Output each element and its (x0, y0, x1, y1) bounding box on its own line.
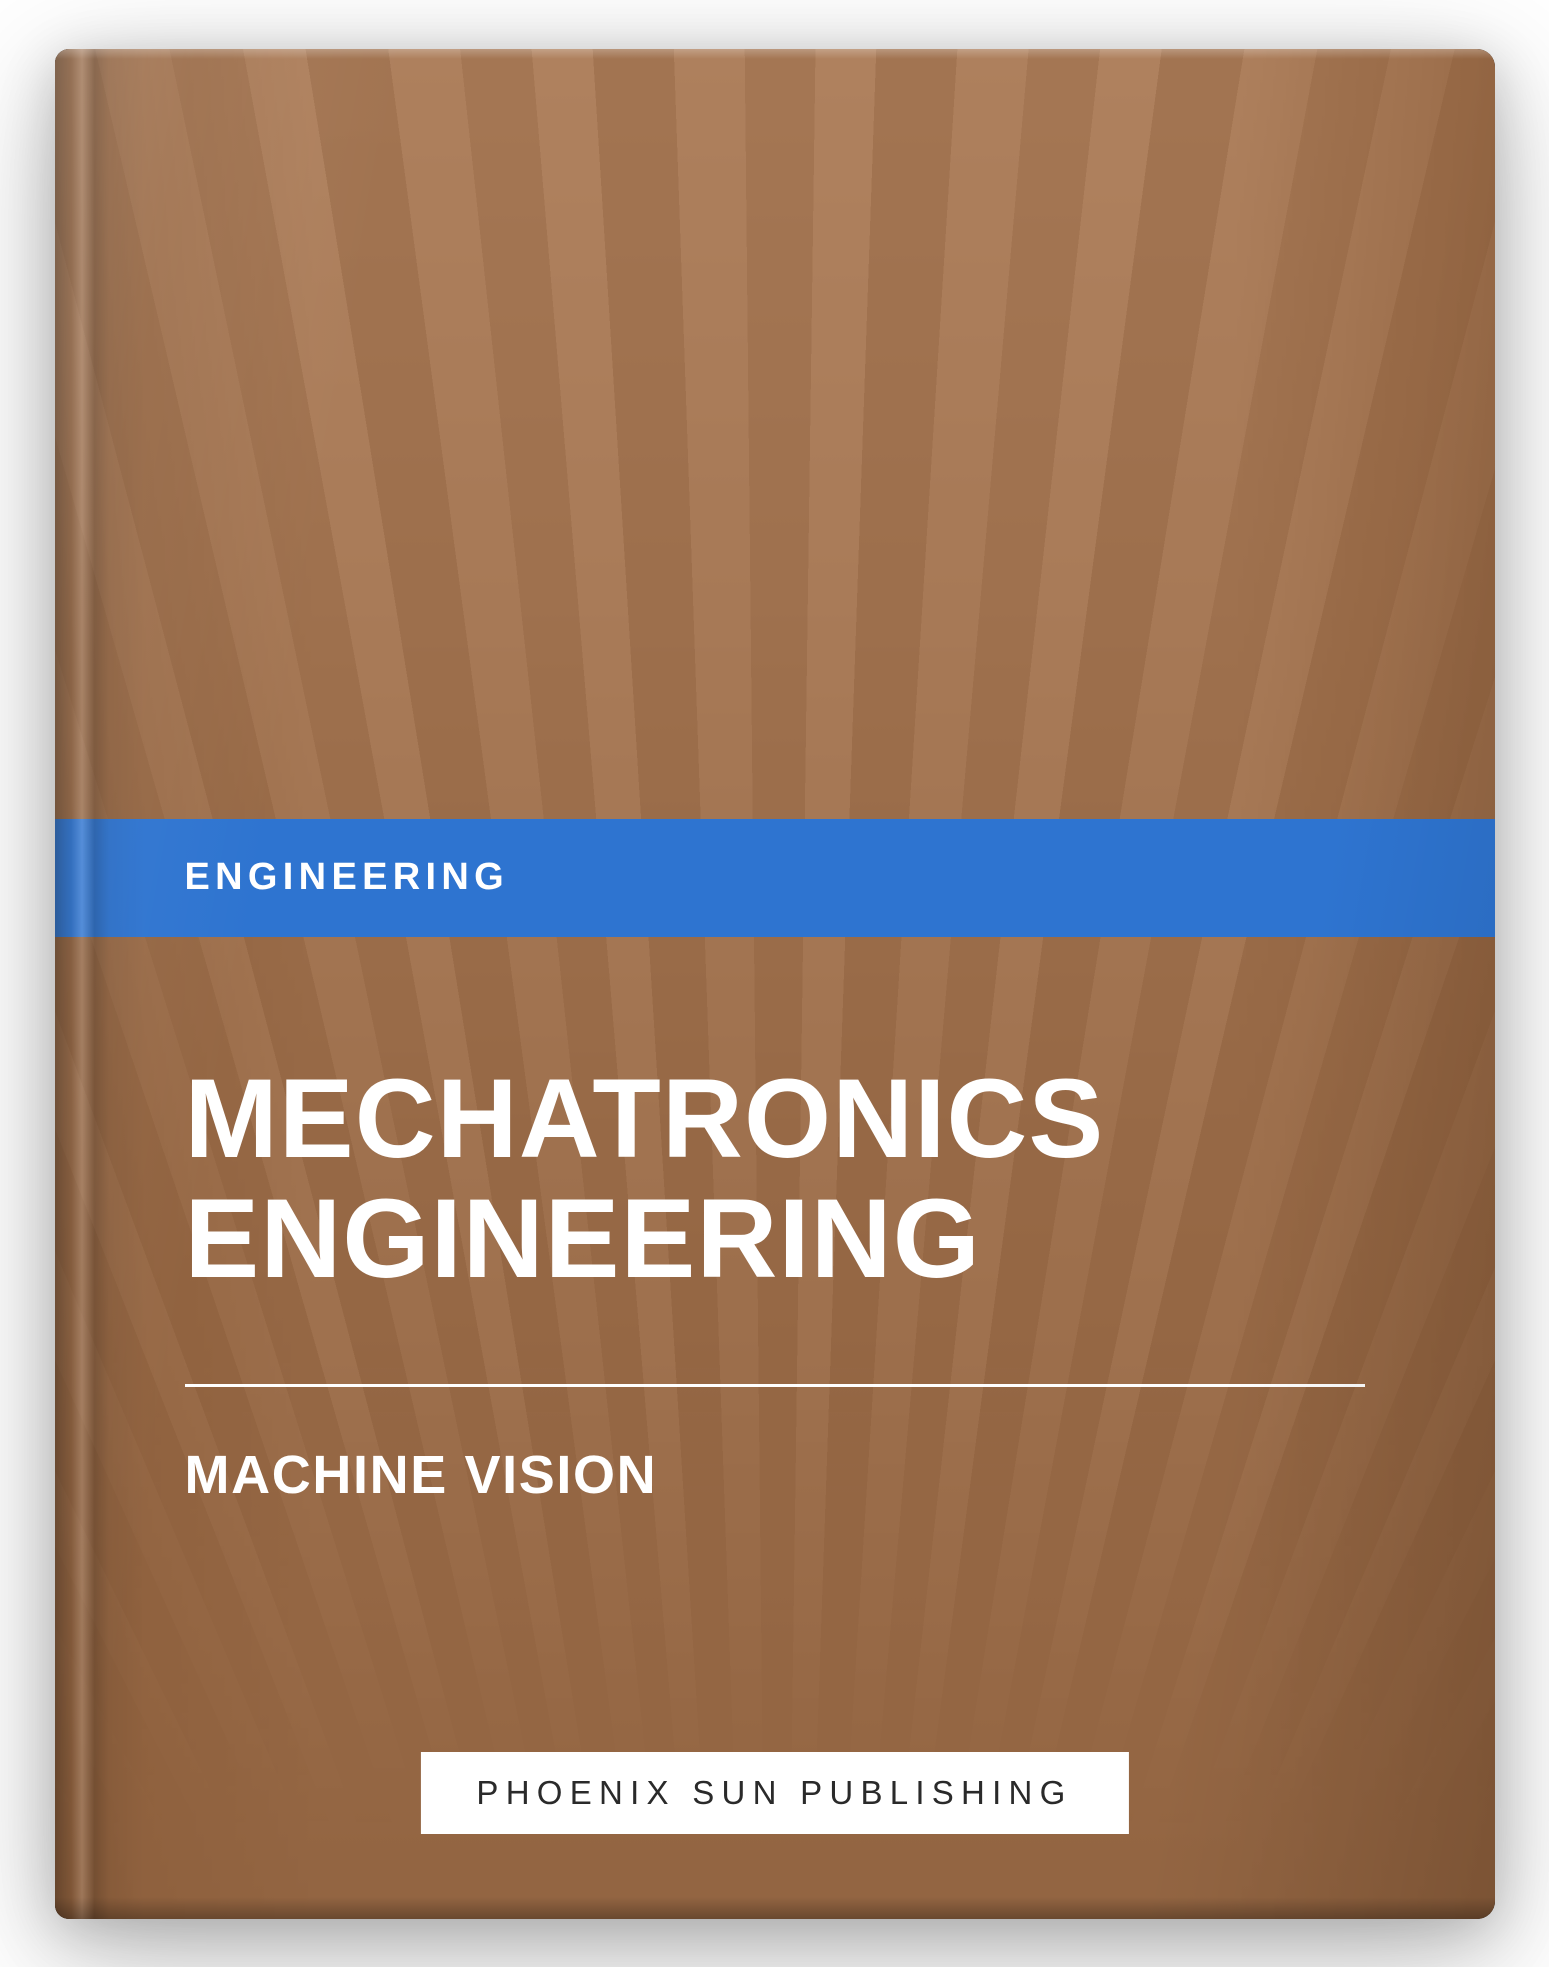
title-divider (185, 1384, 1365, 1387)
book-cover: ENGINEERING MECHATRONICS ENGINEERING MAC… (55, 49, 1495, 1919)
title-line-1: MECHATRONICS (185, 1059, 1365, 1180)
publisher-label: PHOENIX SUN PUBLISHING (476, 1774, 1072, 1812)
title-block: MECHATRONICS ENGINEERING (185, 1059, 1365, 1301)
title-line-2: ENGINEERING (185, 1179, 1365, 1300)
subtitle: MACHINE VISION (185, 1444, 1365, 1506)
book-cover-container: ENGINEERING MECHATRONICS ENGINEERING MAC… (55, 49, 1495, 1919)
category-bar: ENGINEERING (55, 819, 1495, 937)
publisher-box: PHOENIX SUN PUBLISHING (420, 1752, 1128, 1834)
category-label: ENGINEERING (185, 856, 510, 899)
color-tint-overlay (55, 49, 1495, 1919)
subtitle-block: MACHINE VISION (185, 1444, 1365, 1506)
